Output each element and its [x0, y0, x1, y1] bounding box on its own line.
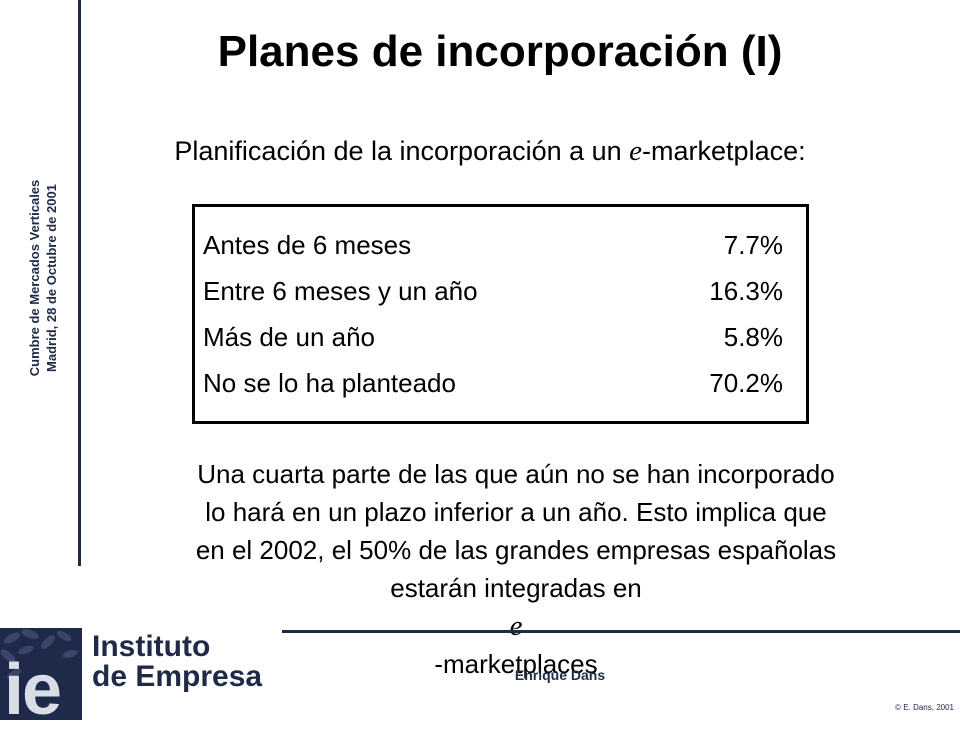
conclusion-line: en el 2002, el 50% de las grandes empres…: [195, 535, 837, 565]
event-date: Madrid, 28 de Octubre de 2001: [44, 184, 59, 372]
conclusion-line: lo hará en un plazo inferior a un año. E…: [205, 497, 827, 527]
slide-title: Planes de incorporación (I): [217, 27, 783, 76]
row-label: Antes de 6 meses: [203, 230, 412, 260]
footer-divider: [282, 630, 960, 633]
conclusion-line: Una cuarta parte de las que aún no se ha…: [197, 459, 835, 489]
subtitle-e-letter: e: [629, 135, 643, 167]
logo-name-line1: Instituto: [92, 630, 211, 663]
row-value: 5.8%: [723, 322, 783, 352]
institution-logo-mark: [0, 628, 82, 720]
conclusion-text-end: -marketplaces: [434, 649, 598, 679]
event-name: Cumbre de Mercados Verticales: [27, 179, 42, 377]
logo-name-line2: de Empresa: [92, 660, 263, 693]
institution-logo-name: Instituto de Empresa: [92, 632, 262, 692]
conclusion-line-last: estarán integradas en e -marketplaces: [96, 569, 936, 683]
presenter-name: Enrique Dans: [514, 667, 606, 683]
row-value: 16.3%: [709, 276, 783, 306]
planning-table: Antes de 6 meses 7.7% Entre 6 meses y un…: [192, 204, 809, 424]
table-row: Entre 6 meses y un año 16.3%: [203, 269, 783, 313]
row-value: 70.2%: [709, 368, 783, 398]
conclusion-text-start: estarán integradas en: [390, 573, 642, 603]
conclusion-paragraph: Una cuarta parte de las que aún no se ha…: [96, 455, 936, 683]
slide-subtitle: Planificación de la incorporación a un e…: [60, 133, 920, 169]
conclusion-e-letter: e: [509, 610, 523, 642]
left-divider: [78, 0, 81, 566]
row-label: No se lo ha planteado: [203, 368, 456, 398]
logo-ie-letters: ie: [4, 650, 62, 730]
row-label: Más de un año: [203, 322, 376, 352]
subtitle-text-start: Planificación de la incorporación a un: [174, 136, 630, 166]
row-value: 7.7%: [723, 230, 783, 260]
laurel-icon: [0, 629, 78, 680]
subtitle-text-end: -marketplace:: [642, 136, 806, 166]
table-row: Más de un año 5.8%: [203, 315, 783, 359]
row-label: Entre 6 meses y un año: [203, 276, 478, 306]
copyright-notice: © E. Dans, 2001: [895, 703, 954, 712]
table-row: No se lo ha planteado 70.2%: [203, 361, 783, 405]
table-row: Antes de 6 meses 7.7%: [203, 223, 783, 267]
